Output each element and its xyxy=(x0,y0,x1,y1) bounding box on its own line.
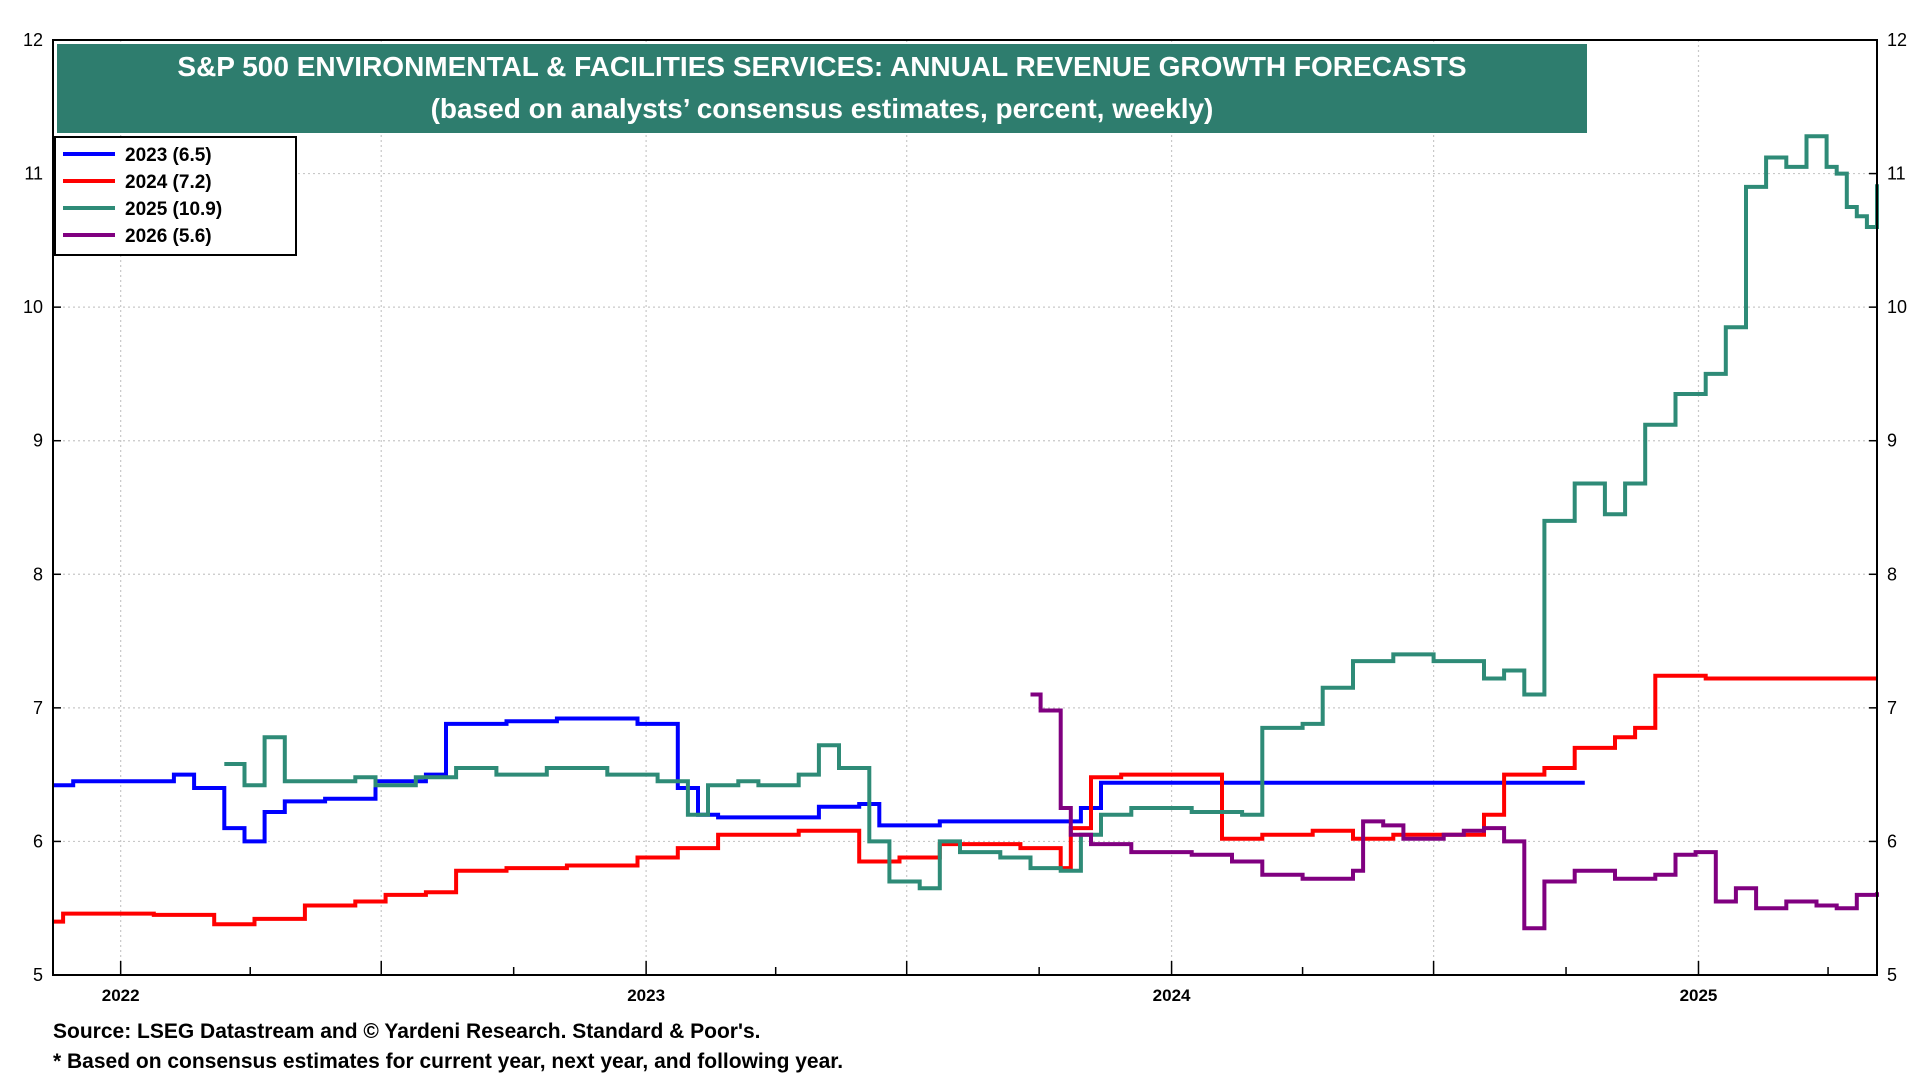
y-tick-label-left: 12 xyxy=(23,30,43,50)
legend-entry-4: 2026 (5.6) xyxy=(125,226,212,247)
x-year-label: 2023 xyxy=(627,986,665,1005)
axis-ticks: 5 5 6 6 7 7 8 8 9 9 10 10 11 11 12 12 2022 2023 2024 2025 xyxy=(23,30,1907,1005)
legend-entry-2: 2024 (7.2) xyxy=(125,172,212,193)
chart-title: S&P 500 ENVIRONMENTAL & FACILITIES SERVI… xyxy=(177,51,1466,82)
y-tick-label-right: 6 xyxy=(1887,831,1897,851)
series-line-3 xyxy=(224,134,1879,891)
series-line-2 xyxy=(53,673,1877,927)
y-tick-label-right: 12 xyxy=(1887,30,1907,50)
title-background xyxy=(57,44,1587,133)
y-tick-label-left: 6 xyxy=(33,831,43,851)
title-box: S&P 500 ENVIRONMENTAL & FACILITIES SERVI… xyxy=(57,44,1587,133)
series-line-4 xyxy=(1030,692,1879,931)
y-tick-label-right: 11 xyxy=(1887,164,1906,184)
source-note: Source: LSEG Datastream and © Yardeni Re… xyxy=(53,1020,761,1043)
y-tick-label-right: 5 xyxy=(1887,965,1897,985)
x-year-label: 2022 xyxy=(102,986,140,1005)
y-tick-label-right: 8 xyxy=(1887,564,1897,584)
y-tick-label-left: 7 xyxy=(33,698,43,718)
y-tick-label-left: 8 xyxy=(33,564,43,584)
y-tick-label-right: 9 xyxy=(1887,431,1897,451)
y-tick-label-left: 5 xyxy=(33,965,43,985)
series-line-1 xyxy=(53,716,1585,844)
y-tick-label-right: 7 xyxy=(1887,698,1897,718)
chart-subtitle: (based on analysts’ consensus estimates,… xyxy=(431,93,1214,124)
y-tick-label-left: 11 xyxy=(24,164,43,184)
plot-frame xyxy=(52,39,1878,976)
y-tick-label-left: 10 xyxy=(23,297,43,317)
x-year-label: 2025 xyxy=(1680,986,1718,1005)
legend-entry-1: 2023 (6.5) xyxy=(125,145,212,166)
x-year-label: 2024 xyxy=(1153,986,1191,1005)
legend-entry-3: 2025 (10.9) xyxy=(125,199,222,220)
series-layer xyxy=(53,134,1879,931)
y-tick-label-right: 10 xyxy=(1887,297,1907,317)
legend: 2023 (6.5) 2024 (7.2) 2025 (10.9) 2026 (5.6… xyxy=(54,136,297,256)
footnote: * Based on consensus estimates for curre… xyxy=(53,1050,844,1073)
y-tick-label-left: 9 xyxy=(33,431,43,451)
